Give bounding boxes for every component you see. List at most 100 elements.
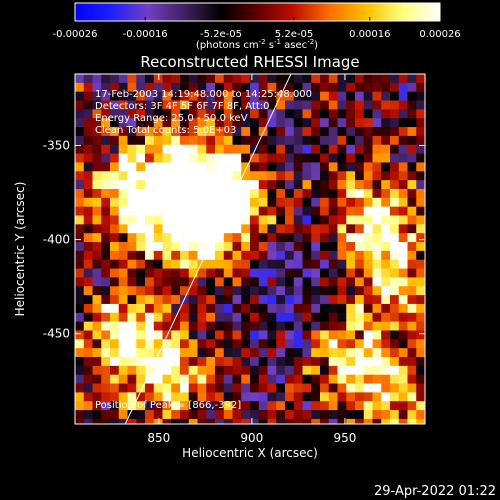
- heatmap-cell: [258, 109, 269, 119]
- heatmap-cell: [328, 153, 339, 164]
- heatmap-cell: [118, 268, 129, 279]
- heatmap-cell: [188, 91, 199, 102]
- heatmap-cell: [188, 295, 199, 305]
- heatmap-cell: [118, 348, 129, 358]
- heatmap-cell: [311, 224, 321, 234]
- heatmap-cell: [372, 374, 382, 385]
- heatmap-cell: [285, 348, 295, 358]
- heatmap-cell: [320, 215, 330, 225]
- heatmap-cell: [363, 91, 374, 102]
- heatmap-cell: [258, 206, 269, 217]
- heatmap-cell: [337, 197, 347, 208]
- heatmap-cell: [75, 82, 85, 93]
- heatmap-cell: [302, 250, 312, 261]
- heatmap-cell: [276, 162, 286, 172]
- heatmap-cell: [346, 295, 356, 305]
- heatmap-cell: [250, 250, 260, 261]
- heatmap-cell: [355, 118, 365, 128]
- heatmap-cell: [328, 100, 339, 110]
- heatmap-cell: [258, 383, 269, 393]
- heatmap-cell: [267, 162, 277, 172]
- heatmap-cell: [346, 250, 356, 261]
- heatmap-cell: [276, 303, 286, 314]
- heatmap-cell: [346, 348, 356, 358]
- heatmap-cell: [355, 330, 365, 340]
- heatmap-cell: [390, 286, 400, 296]
- heatmap-cell: [92, 206, 102, 217]
- heatmap-cell: [75, 259, 85, 270]
- heatmap-cell: [171, 295, 181, 305]
- heatmap-cell: [267, 215, 277, 225]
- heatmap-cell: [206, 74, 216, 84]
- heatmap-cell: [127, 109, 137, 119]
- heatmap-cell: [267, 206, 277, 217]
- heatmap-cell: [302, 312, 312, 323]
- heatmap-cell: [110, 100, 120, 110]
- heatmap-cell: [328, 197, 339, 208]
- heatmap-cell: [75, 153, 85, 164]
- heatmap-cell: [285, 339, 295, 349]
- heatmap-cell: [311, 144, 321, 155]
- heatmap-cell: [223, 357, 234, 367]
- heatmap-cell: [328, 277, 339, 287]
- heatmap-cell: [372, 109, 382, 119]
- heatmap-cell: [372, 180, 382, 190]
- heatmap-cell: [276, 144, 286, 155]
- heatmap-cell: [328, 109, 339, 119]
- heatmap-cell: [92, 144, 102, 155]
- heatmap-cell: [215, 339, 225, 349]
- heatmap-cell: [110, 410, 120, 420]
- heatmap-cell: [197, 339, 207, 349]
- heatmap-cell: [110, 118, 120, 128]
- heatmap-cell: [241, 392, 251, 402]
- heatmap-cell: [320, 401, 330, 411]
- heatmap-cell: [267, 339, 277, 349]
- heatmap-cell: [171, 171, 181, 181]
- heatmap-cell: [285, 277, 295, 287]
- heatmap-cell: [320, 418, 330, 424]
- heatmap-cell: [416, 153, 425, 164]
- heatmap-cell: [136, 392, 146, 402]
- heatmap-cell: [101, 197, 111, 208]
- heatmap-cell: [215, 153, 225, 164]
- heatmap-cell: [136, 295, 146, 305]
- heatmap-cell: [197, 250, 207, 261]
- colorbar-tick-label: -5.2e-05: [200, 29, 242, 40]
- heatmap-cell: [75, 383, 85, 393]
- heatmap-cell: [337, 118, 347, 128]
- heatmap-cell: [153, 303, 164, 314]
- heatmap-cell: [267, 197, 277, 208]
- heatmap-cell: [180, 392, 190, 402]
- heatmap-cell: [337, 321, 347, 332]
- heatmap-cell: [302, 330, 312, 340]
- heatmap-cell: [83, 206, 94, 217]
- heatmap-cell: [250, 180, 260, 190]
- colorbar-gradient: [75, 3, 440, 21]
- heatmap-cell: [267, 233, 277, 243]
- heatmap-cell: [145, 410, 155, 420]
- heatmap-cell: [223, 153, 234, 164]
- heatmap-cell: [188, 303, 199, 314]
- heatmap-cell: [355, 339, 365, 349]
- heatmap-cell: [101, 330, 111, 340]
- heatmap-cell: [285, 330, 295, 340]
- heatmap-cell: [390, 206, 400, 217]
- heatmap-cell: [337, 171, 347, 181]
- heatmap-cell: [101, 171, 111, 181]
- heatmap-cell: [320, 153, 330, 164]
- heatmap-cell: [241, 162, 251, 172]
- heatmap-cell: [407, 74, 417, 84]
- heatmap-cell: [302, 277, 312, 287]
- y-axis-ticks: -350-400-450: [43, 139, 425, 341]
- heatmap-cell: [197, 100, 207, 110]
- heatmap-cell: [311, 233, 321, 243]
- heatmap-cell: [83, 153, 94, 164]
- heatmap-cell: [197, 197, 207, 208]
- heatmap-cell: [83, 286, 94, 296]
- heatmap-cell: [363, 268, 374, 279]
- heatmap-cell: [311, 259, 321, 270]
- heatmap-cell: [390, 312, 400, 323]
- heatmap-cell: [75, 268, 85, 279]
- heatmap-cell: [241, 233, 251, 243]
- heatmap-cell: [136, 268, 146, 279]
